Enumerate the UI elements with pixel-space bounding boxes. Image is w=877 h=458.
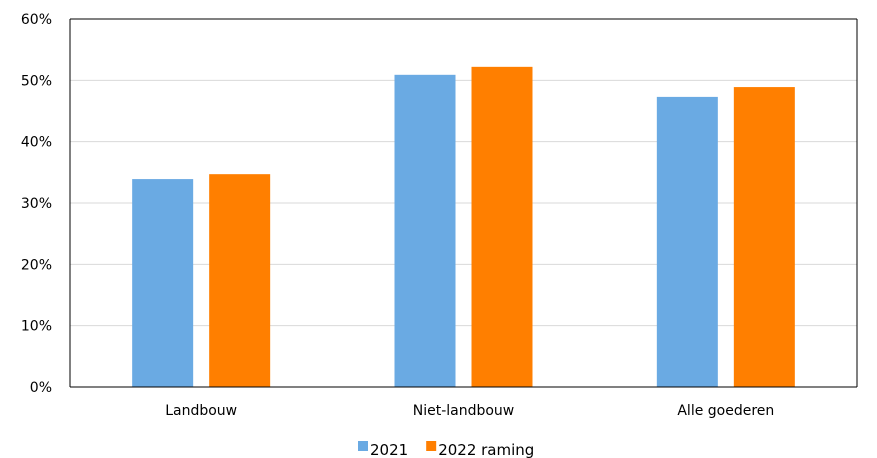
legend-swatch-0: [358, 441, 368, 451]
y-tick-label: 20%: [21, 257, 52, 273]
y-tick-label: 60%: [21, 12, 52, 28]
y-tick-label: 10%: [21, 319, 52, 335]
axes: [69, 18, 858, 388]
bar-alle-goederen-2022-raming: [733, 87, 795, 387]
y-tick-label: 0%: [30, 380, 52, 396]
bars: [132, 66, 795, 388]
x-axis-category-labels: Landbouw Niet-landbouw Alle goederen: [165, 403, 774, 419]
legend-swatch-1: [426, 441, 437, 451]
legend: 2021 2022 raming: [358, 441, 534, 458]
bar-alle-goederen-2021: [656, 96, 718, 387]
x-category-label: Niet-landbouw: [413, 403, 515, 419]
y-tick-label: 40%: [21, 135, 52, 151]
bar-niet-landbouw-2022-raming: [471, 66, 533, 387]
y-tick-label: 50%: [21, 73, 52, 89]
legend-label: 2021: [370, 441, 408, 458]
legend-label: 2022 raming: [438, 441, 534, 458]
y-tick-label: 30%: [21, 196, 52, 212]
x-category-label: Alle goederen: [677, 403, 774, 419]
bar-niet-landbouw-2021: [394, 74, 456, 388]
bar-landbouw-2022-raming: [209, 174, 271, 387]
bar-landbouw-2021: [132, 179, 194, 387]
gridlines: [70, 79, 857, 327]
x-category-label: Landbouw: [165, 403, 237, 419]
y-axis-tick-labels: 0% 10% 20% 30% 40% 50% 60%: [21, 12, 52, 396]
